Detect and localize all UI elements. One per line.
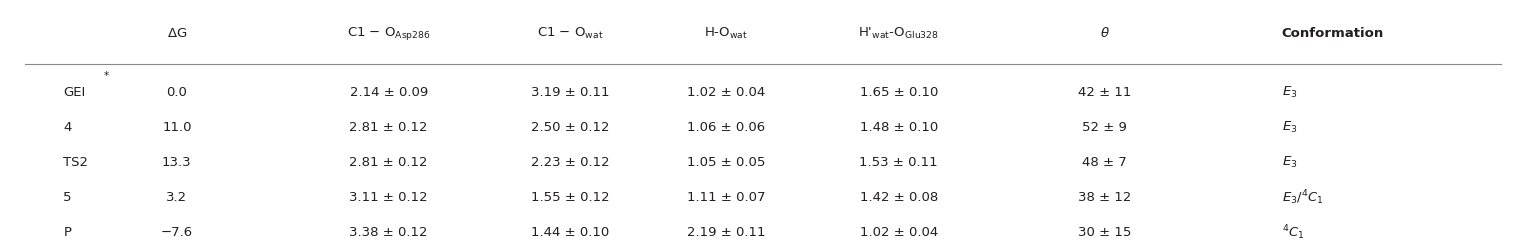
- Text: 42 ± 11: 42 ± 11: [1078, 86, 1132, 99]
- Text: $\mathit{E}_3/{}^4\mathit{C}_1$: $\mathit{E}_3/{}^4\mathit{C}_1$: [1282, 188, 1323, 207]
- Text: GEI: GEI: [64, 86, 85, 99]
- Text: 0.0: 0.0: [167, 86, 187, 99]
- Text: TS2: TS2: [64, 156, 88, 169]
- Text: 1.44 ± 0.10: 1.44 ± 0.10: [532, 227, 609, 239]
- Text: 4: 4: [64, 121, 71, 134]
- Text: $\Delta$G: $\Delta$G: [167, 27, 187, 40]
- Text: 2.50 ± 0.12: 2.50 ± 0.12: [532, 121, 609, 134]
- Text: 2.23 ± 0.12: 2.23 ± 0.12: [532, 156, 609, 169]
- Text: P: P: [64, 227, 71, 239]
- Text: 2.81 ± 0.12: 2.81 ± 0.12: [349, 156, 428, 169]
- Text: 52 ± 9: 52 ± 9: [1082, 121, 1127, 134]
- Text: $\mathit{E}_3$: $\mathit{E}_3$: [1282, 155, 1297, 170]
- Text: 1.02 ± 0.04: 1.02 ± 0.04: [860, 227, 937, 239]
- Text: 3.19 ± 0.11: 3.19 ± 0.11: [532, 86, 609, 99]
- Text: 1.05 ± 0.05: 1.05 ± 0.05: [687, 156, 766, 169]
- Text: 1.06 ± 0.06: 1.06 ± 0.06: [687, 121, 766, 134]
- Text: 11.0: 11.0: [163, 121, 191, 134]
- Text: 3.2: 3.2: [166, 191, 187, 204]
- Text: $\mathit{E}_3$: $\mathit{E}_3$: [1282, 120, 1297, 135]
- Text: C1 $-$ O$_{\mathregular{wat}}$: C1 $-$ O$_{\mathregular{wat}}$: [538, 26, 603, 41]
- Text: 1.48 ± 0.10: 1.48 ± 0.10: [860, 121, 937, 134]
- Text: C1 $-$ O$_{\mathregular{Asp286}}$: C1 $-$ O$_{\mathregular{Asp286}}$: [346, 25, 431, 42]
- Text: −7.6: −7.6: [161, 227, 193, 239]
- Text: *: *: [105, 71, 109, 81]
- Text: Conformation: Conformation: [1282, 27, 1384, 40]
- Text: 1.11 ± 0.07: 1.11 ± 0.07: [687, 191, 766, 204]
- Text: $\theta$: $\theta$: [1100, 26, 1109, 40]
- Text: 1.42 ± 0.08: 1.42 ± 0.08: [860, 191, 937, 204]
- Text: 2.81 ± 0.12: 2.81 ± 0.12: [349, 121, 428, 134]
- Text: 3.11 ± 0.12: 3.11 ± 0.12: [349, 191, 428, 204]
- Text: ${}^4\mathit{C}_1$: ${}^4\mathit{C}_1$: [1282, 224, 1305, 242]
- Text: 1.65 ± 0.10: 1.65 ± 0.10: [860, 86, 937, 99]
- Text: 2.19 ± 0.11: 2.19 ± 0.11: [687, 227, 766, 239]
- Text: 3.38 ± 0.12: 3.38 ± 0.12: [349, 227, 428, 239]
- Text: $\mathit{E}_3$: $\mathit{E}_3$: [1282, 84, 1297, 100]
- Text: 30 ± 15: 30 ± 15: [1078, 227, 1132, 239]
- Text: H-O$_{\mathregular{wat}}$: H-O$_{\mathregular{wat}}$: [705, 26, 749, 41]
- Text: 13.3: 13.3: [163, 156, 191, 169]
- Text: 48 ± 7: 48 ± 7: [1082, 156, 1127, 169]
- Text: 1.02 ± 0.04: 1.02 ± 0.04: [687, 86, 766, 99]
- Text: 38 ± 12: 38 ± 12: [1078, 191, 1132, 204]
- Text: 1.53 ± 0.11: 1.53 ± 0.11: [860, 156, 939, 169]
- Text: 2.14 ± 0.09: 2.14 ± 0.09: [349, 86, 428, 99]
- Text: H$'_{\mathregular{wat}}$-O$_{\mathregular{Glu328}}$: H$'_{\mathregular{wat}}$-O$_{\mathregula…: [858, 26, 939, 41]
- Text: 1.55 ± 0.12: 1.55 ± 0.12: [532, 191, 609, 204]
- Text: 5: 5: [64, 191, 71, 204]
